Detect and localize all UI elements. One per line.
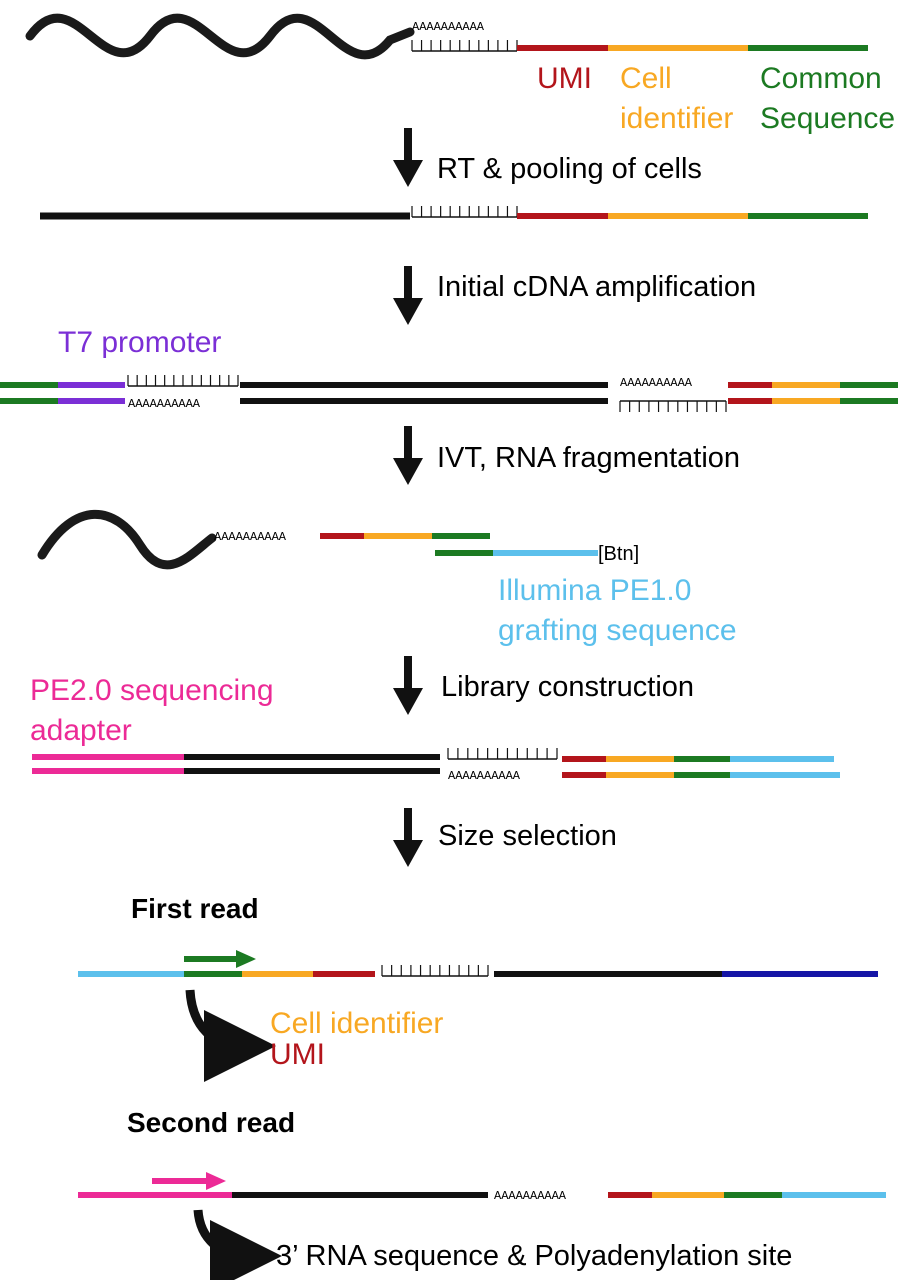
- polyT-comb: [411, 40, 518, 52]
- second-read-section: Second read AAAAAAAAAA 3’ RNA sequence &…: [78, 1107, 886, 1280]
- illumina-label-2: grafting sequence: [498, 614, 737, 647]
- cell-identifier-output-label: Cell identifier: [270, 1007, 443, 1040]
- first-read-section: First read Cell identifier UMI: [78, 893, 878, 1082]
- polyT-comb: [619, 400, 727, 412]
- polyA-seq: AAAAAAAAAA: [128, 397, 201, 411]
- down-arrow-icon: [393, 808, 423, 867]
- mrna-wave: [25, 13, 415, 60]
- t7-promoter-label: T7 promoter: [58, 326, 221, 359]
- arrow-right-icon: [236, 950, 256, 968]
- polyA-seq: AAAAAAAAAA: [412, 20, 485, 34]
- down-arrow-icon: [393, 426, 423, 485]
- step-label-2: Initial cDNA amplification: [437, 271, 756, 303]
- step-label-4: Library construction: [441, 671, 694, 703]
- biotin-label: [Btn]: [598, 543, 639, 565]
- common-label-2: Sequence: [760, 102, 895, 135]
- polyT-comb: [411, 206, 518, 218]
- polyT-comb: [447, 748, 558, 760]
- pe2-label-2: adapter: [30, 714, 132, 747]
- step-arrow-1: RT & pooling of cells: [393, 128, 702, 187]
- down-arrow-icon: [393, 266, 423, 325]
- polyA-seq: AAAAAAAAAA: [448, 769, 521, 783]
- umi-output-label: UMI: [270, 1038, 325, 1071]
- step-arrow-5: Size selection: [393, 808, 617, 867]
- stage-1-mrna: AAAAAAAAAA UMI Cell identifier Common Se…: [25, 13, 895, 135]
- illumina-label-1: Illumina PE1.0: [498, 574, 691, 607]
- down-arrow-icon: [393, 128, 423, 187]
- polyA-seq: AAAAAAAAAA: [620, 376, 693, 390]
- curved-arrow-icon: [193, 1209, 282, 1280]
- stage-4-rna-fragment: AAAAAAAAAA [Btn] Illumina PE1.0 grafting…: [37, 509, 737, 647]
- step-label-1: RT & pooling of cells: [437, 153, 702, 185]
- step-label-3: IVT, RNA fragmentation: [437, 442, 740, 474]
- step-arrow-2: Initial cDNA amplification: [393, 266, 756, 325]
- rna-wave: [37, 509, 217, 570]
- arrow-right-icon: [206, 1172, 226, 1190]
- second-read-title: Second read: [127, 1107, 295, 1138]
- pe2-label-1: PE2.0 sequencing: [30, 674, 274, 707]
- polyA-seq: AAAAAAAAAA: [494, 1189, 567, 1203]
- stage-5-library: PE2.0 sequencing adapter AAAAAAAAAA: [30, 674, 840, 783]
- polyT-comb: [127, 375, 239, 387]
- polyA-seq: AAAAAAAAAA: [214, 530, 287, 544]
- step-arrow-3: IVT, RNA fragmentation: [393, 426, 740, 485]
- cell-label-2: identifier: [620, 102, 733, 135]
- step-arrow-4: Library construction: [393, 656, 694, 715]
- first-read-title: First read: [131, 893, 259, 924]
- stage-2-cdna: [40, 206, 868, 220]
- down-arrow-icon: [393, 656, 423, 715]
- step-label-5: Size selection: [438, 820, 617, 852]
- stage-3-ds-cdna: T7 promoter AAAAAAAAAA AAAAAAAAAA: [0, 326, 898, 412]
- umi-label: UMI: [537, 62, 592, 95]
- curved-arrow-icon: [185, 989, 276, 1082]
- result-label: 3’ RNA sequence & Polyadenylation site: [276, 1240, 792, 1272]
- cell-label-1: Cell: [620, 62, 672, 95]
- common-label-1: Common: [760, 62, 882, 95]
- polyT-comb: [381, 965, 489, 977]
